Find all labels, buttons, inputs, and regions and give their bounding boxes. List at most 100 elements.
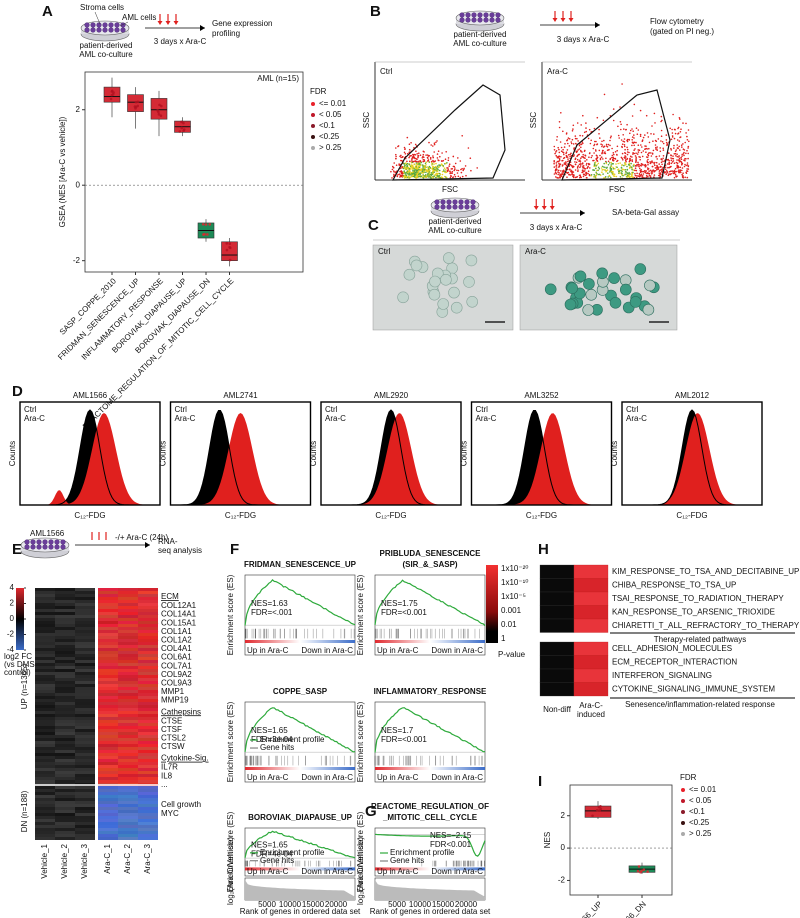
event-dot [605, 161, 608, 163]
event-dot [430, 172, 433, 174]
event-dot [553, 173, 556, 175]
event-dot [593, 164, 596, 166]
plot-label: Ara-C [547, 67, 568, 76]
heatmap-cell [55, 600, 75, 603]
event-dot [676, 153, 678, 155]
event-dot [622, 159, 624, 161]
heatmap-cell [118, 645, 138, 648]
event-dot [621, 145, 623, 148]
event-dot [447, 159, 450, 162]
event-dot [441, 152, 443, 154]
sample-title: AML3252 [524, 391, 559, 400]
legend-label: <= 0.01 [319, 99, 347, 108]
event-dot [609, 171, 611, 173]
event-dot [402, 166, 405, 168]
event-dot [601, 151, 604, 153]
event-dot [436, 168, 439, 170]
heatmap-cell [118, 705, 138, 708]
event-dot [685, 158, 687, 160]
event-dot [601, 140, 603, 143]
gene-label: IL7R [161, 763, 178, 772]
heatmap-cell [118, 765, 138, 768]
event-dot [577, 169, 579, 171]
event-dot [444, 162, 447, 165]
event-dot [585, 164, 588, 166]
panel-letter: I [538, 773, 542, 790]
event-dot [426, 154, 429, 156]
event-dot [571, 173, 573, 175]
jitter-dot [225, 242, 229, 245]
event-dot [672, 155, 674, 157]
gene-label: COL12A1 [161, 601, 197, 610]
event-dot [644, 171, 647, 174]
heatmap-cell [138, 624, 158, 627]
nes: NES=1.63 [251, 599, 288, 608]
event-dot [679, 149, 681, 151]
event-dot [651, 165, 654, 168]
event-dot [626, 148, 629, 151]
heatmap-cell [35, 834, 55, 837]
heatmap-cell [98, 780, 118, 783]
event-dot [553, 145, 556, 148]
event-dot [675, 155, 677, 157]
heatmap-cell [35, 696, 55, 699]
event-dot [653, 112, 656, 115]
event-dot [584, 154, 586, 156]
heatmap-cell [98, 759, 118, 762]
event-dot [659, 147, 661, 149]
event-dot [649, 175, 652, 177]
plot-frame [320, 401, 462, 506]
event-dot [631, 139, 633, 141]
event-dot [687, 129, 690, 131]
heatmap-cell [75, 717, 95, 720]
gate [561, 89, 671, 181]
event-dot [676, 162, 679, 164]
event-dot [597, 169, 599, 172]
arrow-head [145, 542, 150, 548]
heatmap-cell [75, 741, 95, 744]
event-dot [676, 164, 678, 166]
heatmap-cell [35, 654, 55, 657]
event-dot [631, 167, 634, 169]
cell-icon [108, 27, 114, 33]
event-dot [555, 176, 557, 178]
y-axis-label: Counts [610, 441, 619, 466]
event-dot [416, 167, 419, 169]
box [150, 98, 168, 120]
event-dot [677, 147, 679, 149]
heatmap-cell [98, 753, 118, 756]
event-dot [395, 147, 397, 149]
event-dot [652, 140, 654, 142]
heatmap-cell [75, 684, 95, 687]
event-dot [640, 169, 642, 171]
event-dot [682, 153, 685, 155]
heatmap-cell [75, 699, 95, 702]
event-dot [602, 173, 604, 175]
heatmap-cell [55, 684, 75, 687]
heatmap-cell [138, 825, 158, 828]
event-dot [582, 165, 585, 167]
heatmap-cell [118, 666, 138, 669]
heatmap-cell [98, 786, 118, 789]
event-dot [628, 139, 631, 141]
heatmap-cell [98, 618, 118, 621]
event-dot [579, 174, 581, 177]
label: (gated on PI neg.) [650, 27, 714, 36]
heatmap-cell [98, 726, 118, 729]
event-dot [406, 167, 408, 169]
event-dot [679, 118, 681, 120]
event-dot [427, 171, 429, 173]
heatmap-cell [118, 657, 138, 660]
event-dot [602, 149, 604, 152]
event-dot [587, 170, 590, 172]
event-dot [618, 170, 620, 173]
event-dot [678, 140, 681, 142]
event-dot [457, 157, 459, 159]
pathway-label: CELL_ADHESION_MOLECULES [612, 644, 732, 653]
label: -/+ Ara-C (24h) [115, 533, 168, 542]
heatmap-cell [98, 639, 118, 642]
event-dot [623, 141, 626, 143]
heatmap-cell [35, 735, 55, 738]
event-dot [688, 140, 690, 143]
event-dot [423, 160, 426, 162]
